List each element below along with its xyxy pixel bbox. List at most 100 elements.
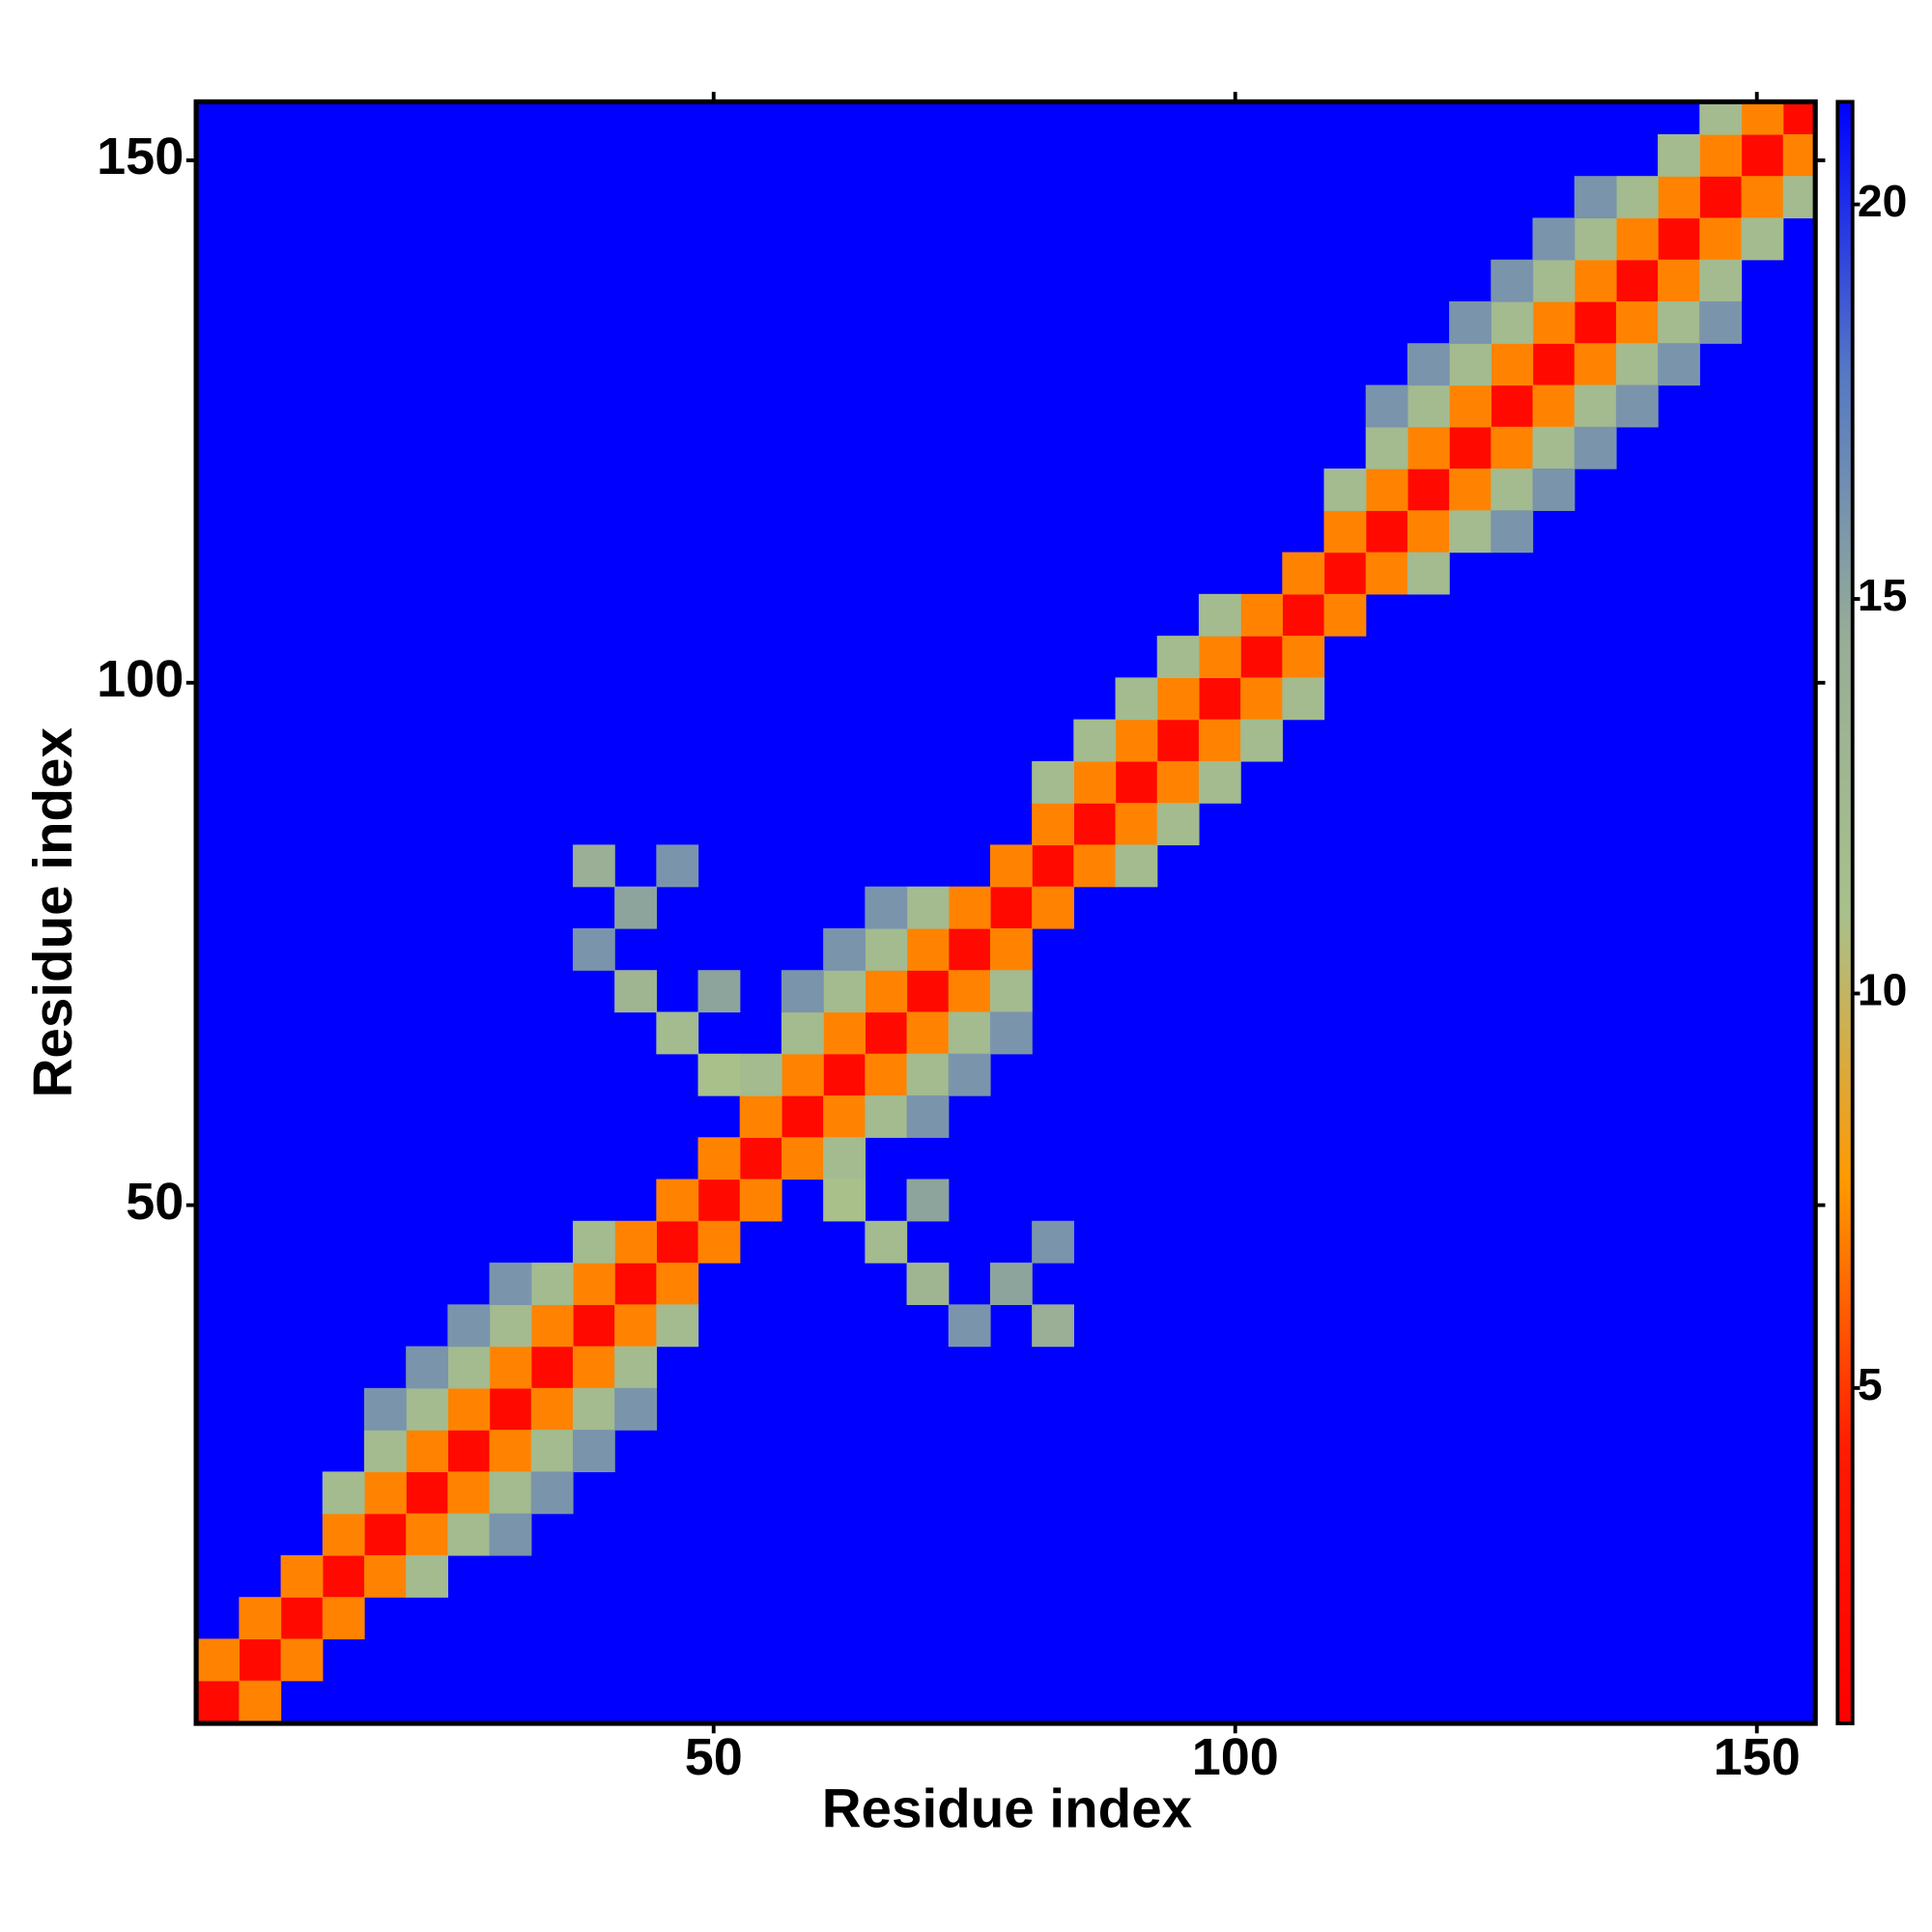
heatmap-cell [823, 1179, 866, 1222]
heatmap-cell [1198, 760, 1241, 804]
heatmap-cell [1323, 510, 1367, 554]
heatmap-cell [406, 1554, 448, 1598]
colorbar-tick-label: 5 [1858, 1359, 1883, 1409]
heatmap-cell [823, 970, 866, 1013]
heatmap-cell [1198, 677, 1241, 721]
heatmap-cell [989, 1011, 1033, 1055]
y-tick-label: 100 [97, 650, 184, 708]
heatmap-cell [1406, 384, 1450, 428]
heatmap-cell [1699, 101, 1743, 135]
heatmap-cell [1240, 719, 1283, 762]
heatmap-cell [1323, 469, 1367, 511]
heatmap-cell [1449, 510, 1492, 554]
heatmap-cell [1491, 300, 1534, 344]
heatmap-cell [489, 1387, 532, 1431]
heatmap-cell [614, 1346, 657, 1389]
heatmap-cell [1406, 343, 1450, 386]
heatmap-cell [1574, 217, 1617, 261]
heatmap-cell [1574, 384, 1617, 428]
heatmap-cell [197, 1680, 241, 1723]
heatmap-cell [363, 1513, 407, 1556]
heatmap-cell [1282, 636, 1325, 679]
heatmap-cell [614, 886, 657, 929]
heatmap-cell [739, 1137, 782, 1180]
heatmap-cell [239, 1680, 282, 1723]
heatmap-cell [447, 1430, 491, 1473]
heatmap-cell [656, 1179, 699, 1222]
heatmap-cell [322, 1554, 365, 1598]
heatmap-cell [280, 1554, 324, 1598]
panel-frame [193, 99, 1818, 1726]
heatmap-cell [1282, 593, 1325, 637]
heatmap-cell [1491, 384, 1534, 428]
heatmap-cell [989, 970, 1033, 1013]
heatmap-cell [739, 1053, 782, 1096]
heatmap-cell [1073, 760, 1117, 804]
heatmap-cell [1115, 677, 1158, 721]
heatmap-cell [1156, 636, 1200, 679]
heatmap-cell [656, 1220, 699, 1264]
colorbar-tick-label: 20 [1858, 176, 1907, 226]
heatmap-cell [1406, 510, 1450, 554]
heatmap-cell [865, 1053, 908, 1096]
colorbar-tick-label: 10 [1858, 965, 1907, 1015]
heatmap-cell [1782, 101, 1816, 135]
heatmap-cell [1115, 844, 1158, 888]
heatmap-cell [823, 1137, 866, 1180]
heatmap-cell [322, 1471, 365, 1515]
heatmap-cell [739, 1095, 782, 1138]
heatmap-cell [948, 927, 991, 971]
heatmap-cell [1532, 343, 1576, 386]
heatmap-cell [906, 1263, 950, 1305]
heatmap-cell [906, 1095, 950, 1138]
x-axis-title: Residue index [822, 1778, 1193, 1839]
heatmap-cell [1741, 101, 1784, 135]
heatmap-cell [406, 1471, 448, 1515]
heatmap-cell [1032, 886, 1074, 929]
heatmap-cell [614, 1263, 657, 1305]
heatmap-cell [1073, 719, 1117, 762]
y-tick-label: 150 [97, 128, 184, 185]
heatmap-cell [572, 844, 615, 888]
heatmap-cell [1574, 426, 1617, 469]
heatmap-cell [1658, 217, 1700, 261]
heatmap-cell [865, 970, 908, 1013]
heatmap-cell [447, 1387, 491, 1431]
heatmap-cell [572, 1304, 615, 1348]
heatmap-cell [1615, 300, 1659, 344]
heatmap-cell [1658, 176, 1700, 219]
heatmap-cell [1615, 343, 1659, 386]
heatmap-cell [1032, 760, 1074, 804]
heatmap-cell [906, 927, 950, 971]
heatmap-cell [572, 1387, 615, 1431]
heatmap-cell [781, 1137, 824, 1180]
heatmap-cell [572, 1220, 615, 1264]
heatmap-cell [948, 1304, 991, 1348]
heatmap-cell [614, 1304, 657, 1348]
heatmap-cell [530, 1430, 574, 1473]
colorbar: 5 10 15 20 [1835, 99, 1907, 1725]
heatmap-cell [1491, 510, 1534, 554]
heatmap-cell [948, 1053, 991, 1096]
heatmap-cell [1073, 844, 1117, 888]
heatmap-cell [1240, 636, 1283, 679]
heatmap-cell [1115, 719, 1158, 762]
heatmap-cell [1406, 469, 1450, 511]
heatmap-cell [1449, 469, 1492, 511]
x-tick-label: 150 [1714, 1728, 1801, 1786]
heatmap-cell [447, 1304, 491, 1348]
heatmap-cell [1574, 259, 1617, 302]
heatmap-cell [1115, 760, 1158, 804]
heatmap-cell [489, 1346, 532, 1389]
heatmap-cell [1156, 760, 1200, 804]
heatmap-cell [906, 1053, 950, 1096]
heatmap-cell [322, 1597, 365, 1640]
heatmap-cell [1782, 176, 1816, 219]
heatmap-cell [447, 1513, 491, 1556]
colorbar-frame [1835, 99, 1855, 1725]
heatmap-cell [1198, 719, 1241, 762]
heatmap-cell [1406, 552, 1450, 595]
heatmap-cell [406, 1513, 448, 1556]
